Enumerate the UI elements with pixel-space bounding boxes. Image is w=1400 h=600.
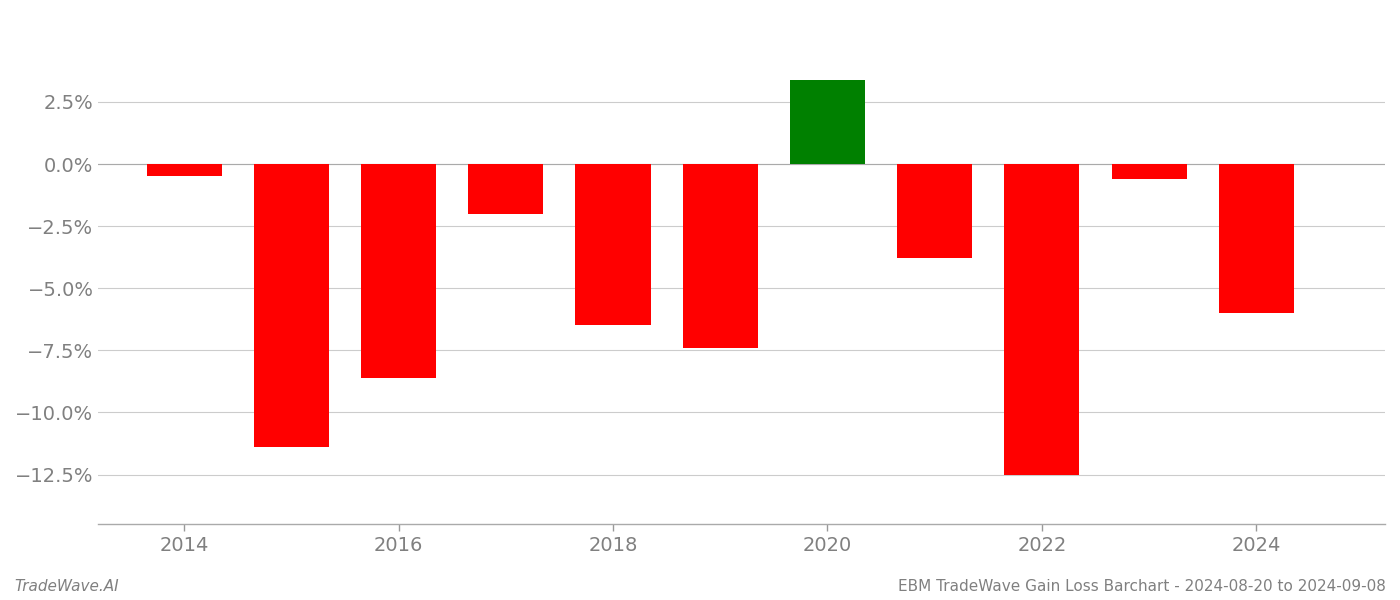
Bar <box>1112 164 1187 179</box>
Bar <box>1004 164 1079 475</box>
Bar <box>897 164 972 259</box>
Bar <box>253 164 329 447</box>
Text: TradeWave.AI: TradeWave.AI <box>14 579 119 594</box>
Bar <box>575 164 651 325</box>
Text: EBM TradeWave Gain Loss Barchart - 2024-08-20 to 2024-09-08: EBM TradeWave Gain Loss Barchart - 2024-… <box>899 579 1386 594</box>
Bar <box>790 80 865 164</box>
Bar <box>683 164 757 348</box>
Bar <box>1219 164 1294 313</box>
Bar <box>468 164 543 214</box>
Bar <box>147 164 221 176</box>
Bar <box>361 164 437 377</box>
